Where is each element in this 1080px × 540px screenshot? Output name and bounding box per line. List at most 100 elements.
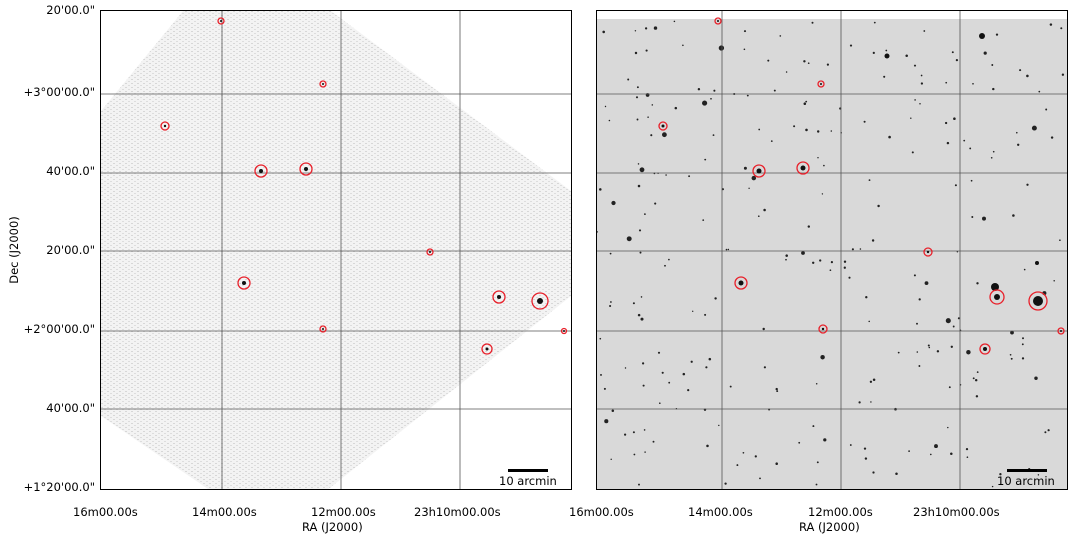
field-star	[1044, 431, 1047, 434]
field-star	[775, 462, 778, 465]
left-image-panel: 10 arcmin	[100, 10, 572, 490]
field-star	[599, 337, 602, 340]
field-star	[1017, 143, 1020, 146]
field-star	[776, 390, 779, 393]
y-tick-label: +1°20'00.0"	[23, 480, 95, 494]
field-star	[743, 30, 747, 33]
bright-field-star	[979, 33, 985, 39]
source-star	[563, 330, 565, 332]
field-star	[927, 344, 930, 347]
field-star	[883, 75, 886, 78]
field-star	[956, 251, 959, 253]
y-tick-label: +3°00'00.0"	[23, 85, 95, 99]
field-star	[639, 167, 645, 173]
field-star	[1047, 429, 1050, 432]
source-circle	[560, 327, 568, 335]
source-star	[800, 165, 806, 171]
field-star	[1050, 136, 1054, 139]
field-star	[702, 100, 708, 106]
field-star	[1021, 357, 1025, 360]
field-star	[1021, 343, 1024, 346]
field-star	[659, 402, 661, 405]
source-star	[304, 167, 308, 171]
source-circle	[160, 121, 170, 131]
field-star	[754, 455, 757, 458]
field-star	[918, 365, 921, 367]
source-circle	[817, 80, 825, 88]
field-star	[644, 27, 648, 30]
field-star	[626, 236, 632, 242]
field-star	[801, 251, 805, 255]
field-star	[991, 485, 994, 488]
field-star	[1038, 90, 1041, 93]
field-star	[950, 452, 953, 455]
field-star	[863, 447, 867, 450]
field-star	[604, 105, 607, 108]
field-star	[713, 89, 716, 92]
field-star	[872, 471, 875, 474]
field-star	[1026, 74, 1029, 78]
field-star	[816, 130, 820, 133]
field-star	[682, 44, 684, 47]
field-star	[950, 345, 953, 348]
source-circle	[989, 289, 1005, 305]
source-markers	[160, 17, 568, 355]
field-star	[639, 251, 642, 254]
field-star	[815, 382, 818, 385]
field-star	[636, 118, 639, 121]
field-star	[697, 87, 701, 91]
field-star	[687, 389, 690, 392]
field-star	[597, 231, 598, 233]
field-star	[982, 216, 986, 221]
field-star	[868, 179, 871, 182]
source-star	[322, 83, 324, 85]
y-tick-label: +2°00'00.0"	[23, 322, 95, 336]
field-star	[974, 378, 978, 382]
field-star	[1009, 353, 1012, 356]
x-tick-label: 12m00.00s	[311, 505, 376, 519]
field-star	[640, 296, 643, 298]
field-star	[793, 125, 796, 128]
x-tick-label: 12m00.00s	[808, 505, 873, 519]
field-star	[872, 378, 876, 381]
x-axis-title-right: RA (J2000)	[799, 520, 860, 534]
field-star	[775, 387, 778, 391]
field-star	[661, 371, 664, 374]
y-tick-label: 20'00.0"	[46, 243, 95, 257]
field-star	[665, 174, 667, 176]
field-star	[865, 296, 868, 299]
y-tick-label: 40'00.0"	[46, 401, 95, 415]
field-star	[992, 87, 995, 91]
field-star	[637, 184, 641, 188]
field-star	[807, 225, 810, 228]
field-star	[718, 424, 720, 427]
field-star	[999, 473, 1002, 476]
field-star	[919, 103, 921, 105]
field-star	[798, 441, 801, 444]
source-circle	[237, 276, 251, 290]
field-star	[746, 94, 749, 97]
field-star	[773, 89, 776, 92]
field-star	[945, 318, 951, 324]
field-star	[916, 351, 919, 353]
field-star	[929, 453, 932, 456]
source-star	[738, 280, 744, 286]
field-star	[947, 426, 949, 429]
field-star	[805, 128, 808, 132]
field-star	[743, 166, 747, 170]
field-star	[849, 44, 853, 47]
field-star	[1061, 73, 1065, 76]
field-star	[751, 175, 757, 181]
field-star	[632, 302, 635, 305]
field-star	[609, 252, 612, 255]
field-star	[971, 216, 974, 218]
field-star	[640, 317, 644, 321]
field-star	[611, 200, 616, 206]
field-star	[910, 117, 912, 119]
field-star	[610, 301, 612, 303]
field-star	[637, 313, 641, 317]
field-star	[905, 54, 908, 58]
grid-lines	[597, 11, 1067, 489]
field-star	[704, 158, 707, 161]
source-circle	[481, 343, 493, 355]
